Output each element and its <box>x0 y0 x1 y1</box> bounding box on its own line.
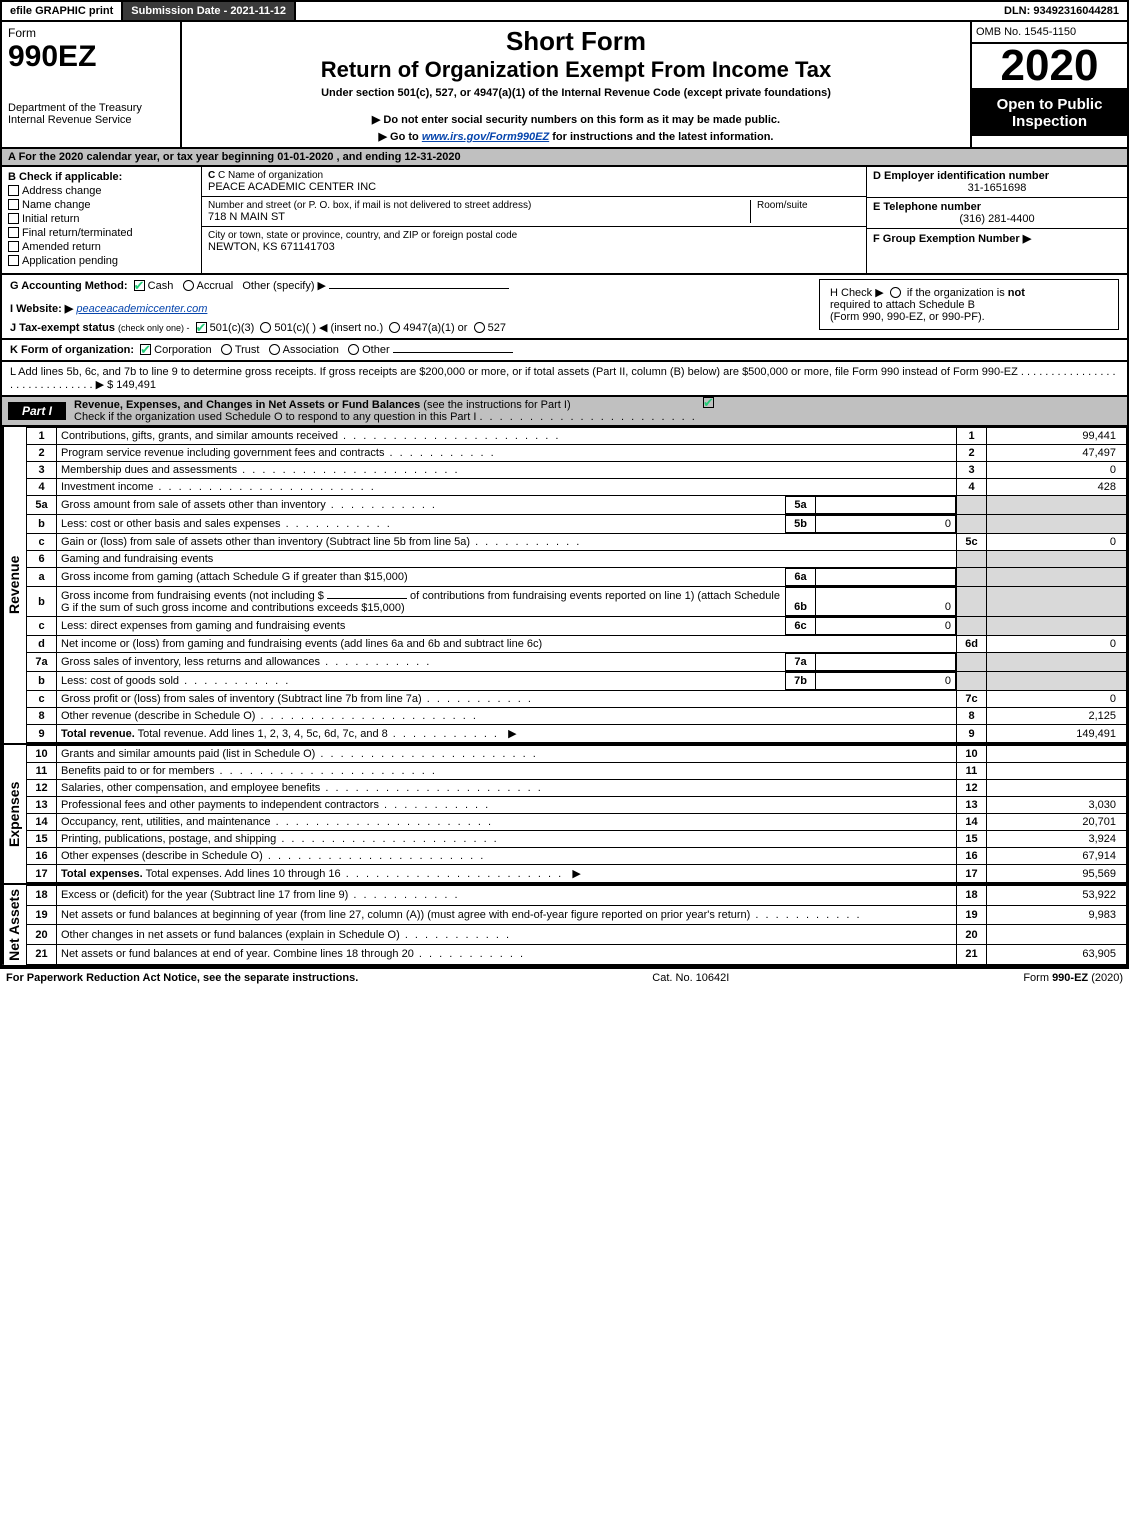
title-short: Short Form <box>192 26 960 57</box>
chk-address-change[interactable]: Address change <box>8 185 195 197</box>
ein-label: D Employer identification number <box>873 170 1121 182</box>
row-i: I Website: ▶ peaceacademiccenter.com <box>10 302 803 315</box>
submission-date: Submission Date - 2021-11-12 <box>123 2 296 20</box>
title-long: Return of Organization Exempt From Incom… <box>192 57 960 83</box>
footer-formref: Form 990-EZ (2020) <box>1023 972 1123 984</box>
chk-schedule-o-parti[interactable] <box>703 397 714 408</box>
street-label: Number and street (or P. O. box, if mail… <box>208 200 750 211</box>
city-value: NEWTON, KS 671141703 <box>208 241 860 253</box>
page-footer: For Paperwork Reduction Act Notice, see … <box>0 967 1129 987</box>
open-to-public: Open to Public Inspection <box>972 90 1127 136</box>
room-label: Room/suite <box>757 200 860 211</box>
expenses-vlabel: Expenses <box>2 745 26 883</box>
form-word: Form <box>8 26 36 40</box>
revenue-table: 1Contributions, gifts, grants, and simil… <box>26 427 1127 743</box>
dept-irs: Internal Revenue Service <box>8 114 174 126</box>
expenses-section: Expenses 10Grants and similar amounts pa… <box>0 745 1129 885</box>
chk-application-pending[interactable]: Application pending <box>8 255 195 267</box>
box-def: D Employer identification number 31-1651… <box>867 167 1127 273</box>
chk-initial-return[interactable]: Initial return <box>8 213 195 225</box>
revenue-section: Revenue 1Contributions, gifts, grants, a… <box>0 427 1129 745</box>
phone-value: (316) 281-4400 <box>873 213 1121 225</box>
row-l: L Add lines 5b, 6c, and 7b to line 9 to … <box>0 362 1129 397</box>
box-c: C C Name of organization PEACE ACADEMIC … <box>202 167 867 273</box>
tax-year: 2020 <box>972 44 1127 90</box>
subtitle: Under section 501(c), 527, or 4947(a)(1)… <box>192 87 960 99</box>
irs-link[interactable]: www.irs.gov/Form990EZ <box>422 131 549 143</box>
row-j: J Tax-exempt status (check only one) - 5… <box>10 321 803 334</box>
footer-left: For Paperwork Reduction Act Notice, see … <box>6 972 358 984</box>
part-i-header: Part I Revenue, Expenses, and Changes in… <box>0 397 1129 427</box>
chk-501c3[interactable] <box>196 322 207 333</box>
chk-cash[interactable] <box>134 280 145 291</box>
rad-501c[interactable] <box>260 322 271 333</box>
ein-value: 31-1651698 <box>873 182 1121 194</box>
website-link[interactable]: peaceacademiccenter.com <box>76 303 207 315</box>
chk-corporation[interactable] <box>140 344 151 355</box>
footer-catno: Cat. No. 10642I <box>652 972 729 984</box>
street-value: 718 N MAIN ST <box>208 211 750 223</box>
city-label: City or town, state or province, country… <box>208 230 860 241</box>
instructions-link-row: ▶ Go to www.irs.gov/Form990EZ for instru… <box>192 130 960 143</box>
chk-amended-return[interactable]: Amended return <box>8 241 195 253</box>
rad-527[interactable] <box>474 322 485 333</box>
box-b: B Check if applicable: Address change Na… <box>2 167 202 273</box>
rad-accrual[interactable] <box>183 280 194 291</box>
top-bar: efile GRAPHIC print Submission Date - 20… <box>0 0 1129 22</box>
revenue-vlabel: Revenue <box>2 427 26 743</box>
netassets-table: 18Excess or (deficit) for the year (Subt… <box>26 885 1127 965</box>
netassets-vlabel: Net Assets <box>2 885 26 965</box>
rad-4947[interactable] <box>389 322 400 333</box>
phone-label: E Telephone number <box>873 201 1121 213</box>
rad-trust[interactable] <box>221 344 232 355</box>
part-i-label: Part I <box>8 402 66 420</box>
public-warning: Do not enter social security numbers on … <box>192 113 960 126</box>
dln-label: DLN: 93492316044281 <box>996 2 1127 20</box>
row-g: G Accounting Method: Cash Accrual Other … <box>10 279 803 292</box>
row-k: K Form of organization: Corporation Trus… <box>0 340 1129 362</box>
group-exemption-label: F Group Exemption Number ▶ <box>873 232 1121 245</box>
org-name-label: C C Name of organization <box>208 170 860 181</box>
rad-other-org[interactable] <box>348 344 359 355</box>
row-h: H Check ▶ if the organization is not req… <box>819 279 1119 330</box>
efile-label[interactable]: efile GRAPHIC print <box>2 2 123 20</box>
row-gh: G Accounting Method: Cash Accrual Other … <box>0 275 1129 340</box>
form-number: 990EZ <box>8 40 174 74</box>
chk-name-change[interactable]: Name change <box>8 199 195 211</box>
netassets-section: Net Assets 18Excess or (deficit) for the… <box>0 885 1129 967</box>
expenses-table: 10Grants and similar amounts paid (list … <box>26 745 1127 883</box>
org-name: PEACE ACADEMIC CENTER INC <box>208 181 860 193</box>
rad-association[interactable] <box>269 344 280 355</box>
row-a-taxyear: A For the 2020 calendar year, or tax yea… <box>0 149 1129 167</box>
dept-treasury: Department of the Treasury <box>8 102 174 114</box>
form-header: Form 990EZ Department of the Treasury In… <box>0 22 1129 149</box>
identity-grid: B Check if applicable: Address change Na… <box>0 167 1129 275</box>
rad-schedule-b[interactable] <box>890 287 901 298</box>
chk-final-return[interactable]: Final return/terminated <box>8 227 195 239</box>
